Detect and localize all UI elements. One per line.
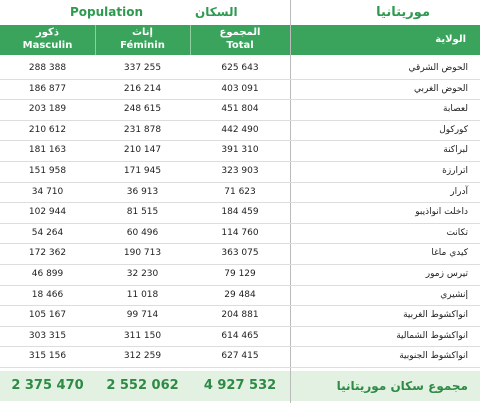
column-header-fr: Féminin: [120, 40, 165, 51]
cell-value: 627 415: [221, 351, 259, 362]
row-separator: [0, 305, 480, 307]
cell-value: 186 877: [28, 83, 67, 94]
row-separator: [0, 222, 480, 224]
region-name: انواكشوط الجنوبية: [399, 351, 468, 362]
cell-value: 248 615: [123, 104, 162, 115]
region-name: إنشيري: [440, 289, 468, 300]
cell-value: 11 018: [126, 289, 159, 300]
cell-value: 451 804: [221, 104, 259, 115]
cell-value: 54 264: [31, 227, 64, 238]
cell-value: 79 129: [224, 269, 256, 279]
region-name: تكانت: [446, 227, 468, 238]
cell-value: 303 315: [28, 330, 67, 341]
row-separator: [0, 202, 480, 204]
total-row: [0, 371, 480, 401]
cell-value: 231 878: [123, 124, 162, 135]
cell-value: 71 623: [224, 186, 256, 197]
column-header: الولاية: [290, 26, 480, 54]
region-name: لبراكنة: [443, 145, 468, 156]
cell-value: 323 903: [221, 166, 259, 176]
divider: [290, 0, 291, 403]
cell-value: 18 466: [31, 289, 64, 300]
column-header-ar: الولاية: [435, 34, 466, 45]
cell-value: 190 713: [123, 248, 162, 259]
row-separator: [0, 161, 480, 162]
region-name: كوركول: [439, 124, 468, 135]
total-label: مجموع سكان موريتانيا: [336, 379, 468, 393]
cell-value: 288 388: [28, 63, 67, 73]
cell-value: 403 091: [221, 83, 259, 94]
region-name: انواكشوط الشمالية: [396, 330, 468, 341]
cell-value: 29 484: [224, 289, 256, 300]
cell-value: 36 913: [126, 186, 159, 197]
population-ar: السكان: [195, 5, 238, 19]
country-title: موريتانيا: [376, 5, 430, 20]
cell-value: 363 075: [221, 248, 259, 259]
cell-value: 210 147: [123, 145, 162, 156]
cell-value: 337 255: [123, 63, 162, 73]
column-header-ar: ذكور: [36, 27, 59, 38]
row-separator: [0, 181, 480, 183]
region-name: كيدي ماغا: [431, 248, 468, 259]
cell-value: 60 496: [126, 227, 159, 238]
column-header: إناث Féminin: [95, 26, 190, 54]
cell-value: 46 899: [31, 269, 64, 279]
cell-value: 172 362: [28, 248, 67, 259]
row-separator: [0, 325, 480, 327]
row-separator: [0, 346, 480, 348]
cell-value: 391 310: [221, 145, 259, 156]
column-header: المجموع Total: [190, 26, 290, 54]
cell-value: 216 214: [123, 83, 162, 94]
region-name: الحوض الشرقي: [408, 63, 468, 73]
region-name: تيرس زمور: [425, 269, 468, 279]
region-name: انواكشوط الغربية: [403, 310, 468, 321]
row-separator: [0, 78, 480, 80]
population-fr: Population: [70, 5, 144, 19]
cell-value: 442 490: [221, 124, 259, 135]
column-header-fr: Total: [226, 40, 254, 51]
column-header-ar: المجموع: [219, 27, 261, 38]
divider: [190, 25, 191, 55]
row-separator: [0, 99, 480, 101]
region-name: آدرار: [450, 186, 468, 197]
region-name: اترارزة: [442, 166, 468, 176]
cell-value: 204 881: [221, 310, 259, 321]
cell-value: 184 459: [221, 207, 259, 218]
row-separator: [0, 284, 480, 286]
cell-value: 210 612: [28, 124, 67, 135]
column-header: ذكور Masculin: [0, 26, 95, 54]
column-header-fr: Masculin: [22, 40, 73, 51]
divider: [95, 25, 96, 55]
cell-value: 625 643: [221, 63, 259, 73]
cell-value: 171 945: [123, 166, 162, 176]
region-name: لعصابة: [443, 104, 468, 115]
cell-value: 614 465: [221, 330, 259, 341]
region-name: الحوض الغربي: [414, 83, 468, 94]
column-header-ar: إناث: [132, 27, 153, 38]
row-separator: [0, 264, 480, 265]
cell-value: 181 163: [28, 145, 67, 156]
region-name: داخلت انواذيبو: [415, 207, 468, 218]
cell-value: 105 167: [28, 310, 67, 321]
cell-value: 311 150: [123, 330, 162, 341]
header-bar: [0, 25, 480, 55]
row-separator: [0, 367, 480, 368]
row-separator: [0, 140, 480, 142]
cell-value: 315 156: [28, 351, 67, 362]
total-value: 4 927 532: [203, 378, 277, 393]
cell-value: 32 230: [126, 269, 159, 279]
cell-value: 81 515: [126, 207, 159, 218]
cell-value: 34 710: [31, 186, 64, 197]
total-value: 2 375 470: [11, 378, 84, 393]
row-separator: [0, 119, 480, 121]
row-separator: [0, 243, 480, 245]
cell-value: 99 714: [126, 310, 159, 321]
cell-value: 102 944: [28, 207, 67, 218]
cell-value: 151 958: [28, 166, 67, 176]
cell-value: 312 259: [123, 351, 162, 362]
cell-value: 203 189: [28, 104, 67, 115]
cell-value: 114 760: [221, 227, 259, 238]
total-value: 2 552 062: [106, 378, 179, 393]
